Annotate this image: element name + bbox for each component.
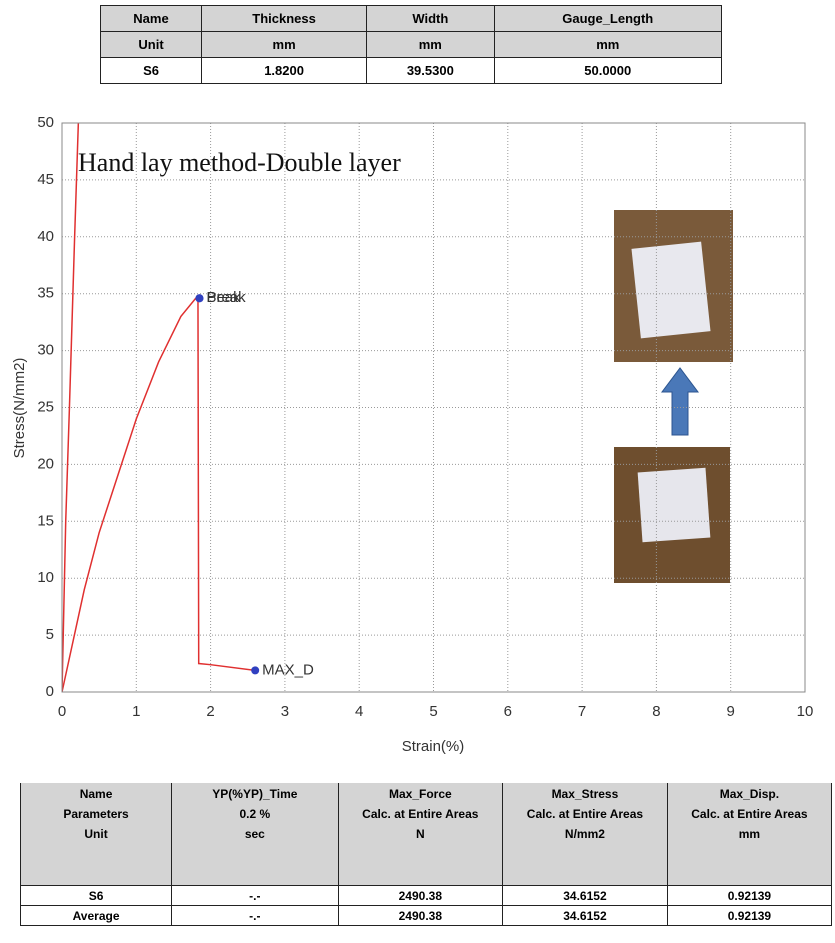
header-text: Calc. at Entire Areas bbox=[362, 807, 479, 821]
header-text: Parameters bbox=[63, 807, 129, 821]
header-cell: Width bbox=[366, 5, 495, 32]
header-cell: mm bbox=[366, 31, 495, 58]
header-text: Unit bbox=[84, 827, 108, 841]
y-tick-label: 10 bbox=[37, 569, 54, 586]
annotation-label: MAX_D bbox=[262, 661, 314, 678]
annotation-point bbox=[251, 666, 260, 675]
header-row: Name Thickness Width Gauge_Length bbox=[99, 5, 722, 32]
y-tick-label: 50 bbox=[37, 114, 54, 131]
header-text: mm bbox=[738, 827, 761, 841]
header-text: Calc. at Entire Areas bbox=[691, 807, 808, 821]
x-tick-label: 1 bbox=[132, 703, 140, 720]
photo-label bbox=[637, 467, 711, 543]
y-tick-label: 45 bbox=[37, 171, 54, 188]
row: Average -.- 2490.38 34.6152 0.92139 bbox=[19, 905, 833, 926]
header-row: Name Parameters Unit YP(%YP)_Time 0.2 % sec Ma… bbox=[19, 783, 833, 886]
cell: 0.92139 bbox=[666, 885, 833, 906]
header-text: Name bbox=[79, 787, 113, 801]
y-tick-label: 0 bbox=[46, 683, 54, 700]
x-tick-label: 9 bbox=[727, 703, 735, 720]
annotation-label: Break bbox=[206, 289, 246, 306]
x-tick-label: 0 bbox=[58, 703, 66, 720]
cell: -.- bbox=[171, 885, 339, 906]
x-tick-label: 10 bbox=[797, 703, 814, 720]
x-tick-label: 2 bbox=[206, 703, 214, 720]
header-cell: Max_Force Calc. at Entire Areas N bbox=[337, 783, 504, 886]
y-tick-label: 25 bbox=[37, 398, 54, 415]
cell: S6 bbox=[99, 57, 203, 84]
y-tick-label: 15 bbox=[37, 512, 54, 529]
bottom-table: Name Parameters Unit YP(%YP)_Time 0.2 % sec Ma… bbox=[19, 783, 833, 926]
cell: 2490.38 bbox=[337, 905, 504, 926]
data-line bbox=[62, 297, 256, 692]
header-text: N/mm2 bbox=[564, 827, 605, 841]
x-axis-label: Strain(%) bbox=[402, 738, 465, 755]
header-text: Max_Disp. bbox=[719, 787, 780, 801]
x-tick-label: 7 bbox=[578, 703, 586, 720]
header-text: Calc. at Entire Areas bbox=[526, 807, 644, 821]
y-tick-label: 30 bbox=[37, 342, 54, 359]
y-axis-label: Stress(N/mm2) bbox=[11, 358, 28, 459]
x-tick-label: 8 bbox=[652, 703, 660, 720]
header-cell: mm bbox=[493, 31, 722, 58]
header-text: 0.2 % bbox=[239, 807, 271, 821]
header-cell: Thickness bbox=[201, 5, 368, 32]
header-cell: mm bbox=[201, 31, 368, 58]
header-cell: Name Parameters Unit bbox=[19, 783, 173, 886]
header-cell: Gauge_Length bbox=[493, 5, 722, 32]
x-tick-label: 3 bbox=[281, 703, 289, 720]
header-cell: YP(%YP)_Time 0.2 % sec bbox=[171, 783, 339, 886]
cell: 1.8200 bbox=[201, 57, 368, 84]
y-tick-label: 20 bbox=[37, 455, 54, 472]
chart-title: Hand lay method-Double layer bbox=[78, 148, 401, 177]
cell: 39.5300 bbox=[366, 57, 495, 84]
header-cell: Name bbox=[99, 5, 203, 32]
y-tick-label: 35 bbox=[37, 285, 54, 302]
cell: 2490.38 bbox=[337, 885, 504, 906]
cell: S6 bbox=[19, 885, 173, 906]
cell: 34.6152 bbox=[502, 885, 668, 906]
top-table: Name Thickness Width Gauge_Length Unit mm mm mm… bbox=[99, 5, 722, 84]
header-text: YP(%YP)_Time bbox=[212, 787, 298, 801]
x-tick-label: 6 bbox=[504, 703, 512, 720]
header-cell: Max_Disp. Calc. at Entire Areas mm bbox=[666, 783, 833, 886]
arrow bbox=[661, 367, 699, 436]
data-line bbox=[62, 123, 80, 692]
cell: 50.0000 bbox=[493, 57, 722, 84]
row: S6 -.- 2490.38 34.6152 0.92139 bbox=[19, 885, 833, 906]
row: S6 1.8200 39.5300 50.0000 bbox=[99, 57, 722, 84]
photo-label bbox=[631, 241, 711, 339]
annotation-label: Peak bbox=[206, 289, 241, 306]
header-text: Max_Stress bbox=[551, 787, 619, 801]
y-tick-label: 40 bbox=[37, 228, 54, 245]
cell: 0.92139 bbox=[666, 905, 833, 926]
header-text: N bbox=[415, 827, 425, 841]
header-row: Unit mm mm mm bbox=[99, 31, 722, 58]
annotation-point bbox=[195, 294, 204, 303]
header-text: Max_Force bbox=[388, 787, 452, 801]
y-tick-label: 5 bbox=[46, 626, 54, 643]
cell: 34.6152 bbox=[502, 905, 668, 926]
header-cell: Max_Stress Calc. at Entire Areas N/mm2 bbox=[502, 783, 668, 886]
header-text: sec bbox=[244, 827, 265, 841]
cell: Average bbox=[19, 905, 173, 926]
x-tick-label: 4 bbox=[355, 703, 363, 720]
header-cell: Unit bbox=[99, 31, 203, 58]
plot-frame bbox=[61, 122, 806, 693]
cell: -.- bbox=[171, 905, 339, 926]
x-tick-label: 5 bbox=[429, 703, 437, 720]
